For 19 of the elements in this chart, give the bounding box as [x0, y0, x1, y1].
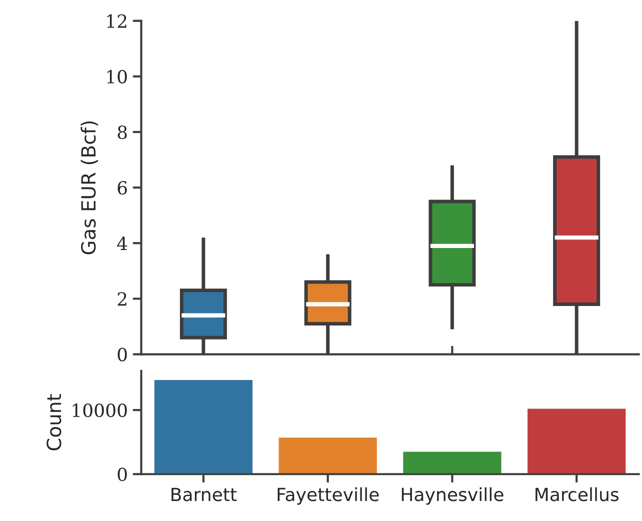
- y-tick-label: 8: [118, 125, 127, 140]
- y-tick-label: 4: [117, 236, 128, 250]
- x-tick-label: Marcellus: [536, 487, 619, 502]
- y-tick-label: 2: [118, 292, 126, 306]
- y-tick-label: 12: [107, 14, 126, 28]
- y-axis-title: Gas EUR (Bcf): [80, 121, 98, 254]
- bar: [277, 436, 378, 474]
- y-axis-title: Count: [46, 394, 62, 450]
- x-tick-label: Haynesville: [402, 487, 504, 505]
- bar: [526, 407, 628, 474]
- x-tick-label: Barnett: [172, 488, 237, 502]
- bar: [152, 378, 254, 474]
- y-tick-label: 10000: [72, 403, 127, 418]
- x-tick-label: Fayetteville: [278, 487, 379, 505]
- y-tick-label: 6: [118, 181, 127, 195]
- y-tick-label: 0: [118, 348, 127, 362]
- bar: [402, 450, 503, 474]
- y-tick-label: 10: [107, 70, 127, 84]
- y-tick-label: 0: [118, 468, 127, 482]
